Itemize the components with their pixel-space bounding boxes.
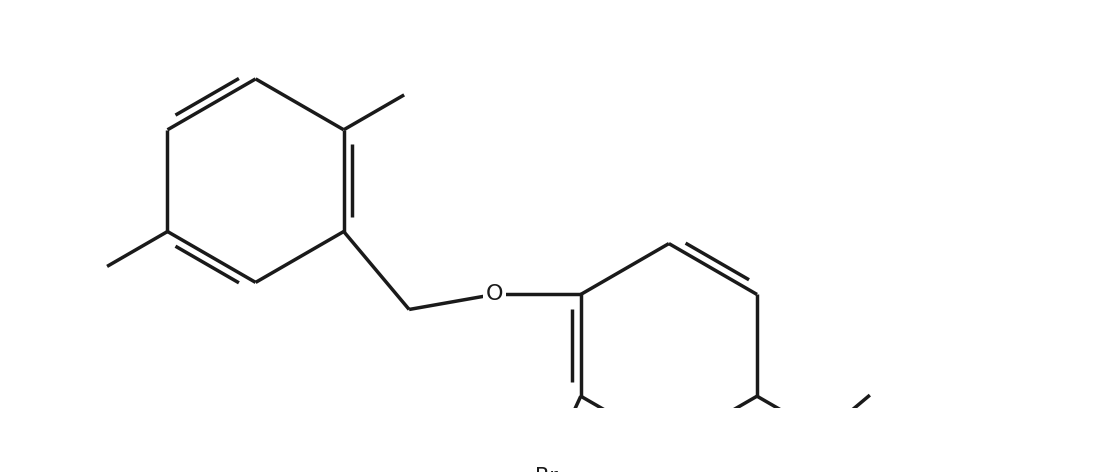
Text: Br: Br	[535, 467, 558, 472]
Text: O: O	[486, 285, 503, 304]
